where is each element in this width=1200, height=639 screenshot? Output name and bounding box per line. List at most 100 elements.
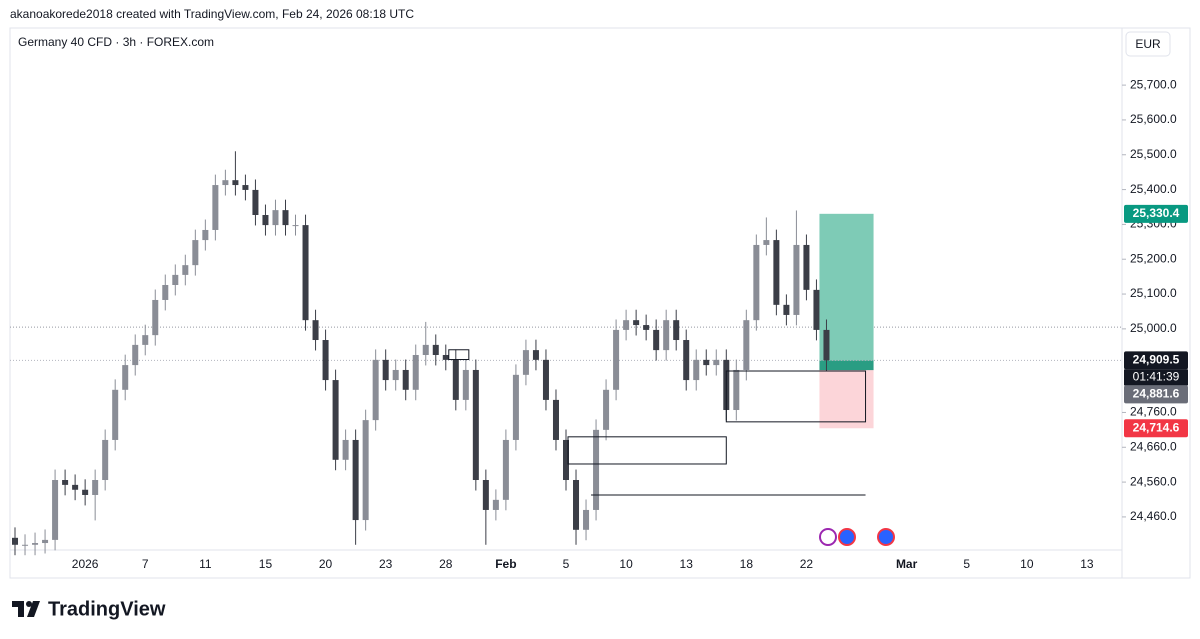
candle-body — [272, 210, 279, 226]
x-tick-label: 7 — [142, 557, 149, 571]
candle-body — [512, 374, 519, 440]
event-icon[interactable] — [877, 528, 895, 546]
credit: akanoakorede2018 created with TradingVie… — [10, 7, 414, 21]
y-tick-label: 24,760.0 — [1130, 405, 1177, 419]
y-tick-label: 24,560.0 — [1130, 474, 1177, 488]
zone-box — [567, 436, 727, 465]
candle-body — [783, 304, 790, 315]
y-tick-label: 25,600.0 — [1130, 112, 1177, 126]
candle-body — [633, 320, 640, 326]
candle-body — [342, 439, 349, 460]
candle-body — [232, 180, 239, 186]
candle-body — [733, 369, 740, 411]
candle-body — [162, 284, 169, 300]
stop-zone — [819, 360, 874, 429]
brand-logo: TradingView — [12, 598, 166, 620]
candle-body — [12, 537, 19, 545]
candle-body — [152, 299, 159, 336]
y-tick-label: 24,660.0 — [1130, 439, 1177, 453]
candle-body — [703, 359, 710, 366]
candle-body — [422, 344, 429, 355]
candle-body — [22, 544, 29, 546]
x-tick-label: 11 — [199, 557, 212, 571]
candle-body — [82, 489, 89, 495]
candle-body — [322, 340, 329, 381]
y-tick-label: 25,200.0 — [1130, 251, 1177, 265]
x-tick-label: 5 — [563, 557, 570, 571]
chart-title: Germany 40 CFD · 3h · FOREX.com — [18, 35, 214, 49]
chart-frame — [9, 27, 1191, 579]
candle-body — [623, 320, 630, 330]
candle-body — [382, 359, 389, 381]
candle-body — [202, 229, 209, 241]
price-label: 24,881.6 — [1133, 387, 1180, 401]
candle-body — [562, 439, 570, 481]
candle-body — [663, 320, 670, 351]
zone-box — [725, 370, 867, 423]
candle-body — [643, 325, 650, 330]
x-tick-label: 13 — [680, 557, 694, 571]
candle-body — [502, 439, 509, 500]
x-tick-label: 10 — [619, 557, 633, 571]
x-tick-label: 5 — [963, 557, 970, 571]
currency-box[interactable] — [1125, 31, 1171, 57]
candle-body — [573, 480, 580, 530]
candle-body — [693, 359, 700, 381]
y-tick-label: 24,460.0 — [1130, 509, 1177, 523]
countdown-box — [1124, 369, 1188, 386]
price-label: 25,330.4 — [1133, 206, 1180, 220]
candle-body — [402, 369, 409, 390]
candle-body — [42, 539, 49, 544]
candle-body — [653, 329, 660, 351]
candle-body — [743, 320, 750, 370]
x-tick-label: 10 — [1020, 557, 1034, 571]
zone-box — [448, 349, 470, 361]
y-tick-label: 25,100.0 — [1130, 286, 1177, 300]
candle-body — [172, 274, 179, 285]
candle-body — [583, 509, 590, 530]
x-tick-label: 18 — [740, 557, 754, 571]
candle-body — [262, 215, 269, 226]
x-tick-label: Feb — [495, 557, 516, 571]
x-tick-label: 20 — [319, 557, 333, 571]
candle-body — [432, 344, 439, 355]
y-tick-label: 25,000.0 — [1130, 321, 1177, 335]
candle-body — [92, 480, 99, 495]
candle-body — [452, 359, 459, 400]
candle-body — [412, 354, 419, 390]
event-icon[interactable] — [819, 528, 837, 546]
currency[interactable]: EUR — [1135, 37, 1161, 51]
candle-body — [552, 399, 559, 440]
entry-band — [819, 360, 874, 371]
price-label-box — [1124, 204, 1188, 223]
candle-body — [492, 499, 499, 510]
candle-body — [522, 350, 529, 375]
event-icon[interactable] — [838, 528, 856, 546]
price-label-box — [1124, 351, 1188, 370]
candle-body — [813, 289, 820, 330]
candle-body — [713, 359, 720, 366]
candle-body — [392, 369, 399, 381]
candle-body — [372, 359, 379, 421]
candle-body — [542, 359, 549, 400]
brand: TradingView — [48, 598, 166, 620]
countdown: 01:41:39 — [1133, 370, 1180, 384]
candle-body — [352, 439, 359, 521]
x-tick-label: 2026 — [72, 557, 99, 571]
candle-body — [312, 320, 319, 341]
candle-body — [62, 480, 69, 485]
price-label: 24,714.6 — [1133, 420, 1180, 434]
candle-body — [302, 225, 309, 321]
candle-body — [252, 189, 259, 216]
y-tick-label: 25,500.0 — [1130, 147, 1177, 161]
candle-body — [282, 210, 289, 226]
price-label-box — [1124, 385, 1188, 404]
candle-body — [603, 389, 610, 430]
logo-mark — [12, 601, 40, 617]
candle-body — [112, 389, 119, 440]
candle-body — [292, 225, 299, 227]
x-tick-label: 23 — [379, 557, 393, 571]
y-tick-label: 25,400.0 — [1130, 182, 1177, 196]
candle-body — [102, 439, 109, 481]
candle-body — [182, 265, 189, 275]
